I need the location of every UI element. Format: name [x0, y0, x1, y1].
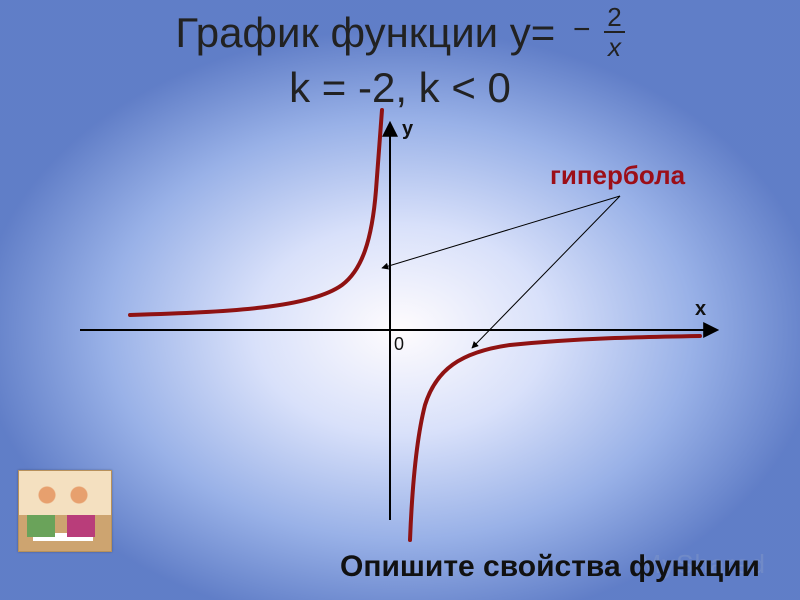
students-illustration	[18, 470, 112, 552]
formula-sign: −	[573, 13, 591, 48]
hyperbola-left-branch	[130, 110, 382, 315]
title-line1: График функции y=	[175, 9, 555, 56]
chart-area: гипербола у х 0	[80, 120, 720, 520]
fraction-numerator: 2	[604, 4, 624, 30]
formula: − 2 x	[573, 4, 625, 60]
title-line2: k = -2, k < 0	[289, 64, 511, 111]
y-axis-label: у	[402, 118, 413, 141]
slide-title: График функции y= − 2 x k = -2, k < 0	[0, 8, 800, 112]
slide: График функции y= − 2 x k = -2, k < 0	[0, 0, 800, 600]
fraction: 2 x	[604, 4, 624, 60]
hyperbola-right-branch	[410, 336, 700, 540]
fraction-denominator: x	[604, 34, 624, 60]
bottom-instruction: Опишите свойства функции	[340, 550, 760, 584]
origin-label: 0	[394, 334, 404, 355]
x-axis-label: х	[695, 298, 706, 321]
hyperbola-label: гипербола	[550, 160, 685, 191]
